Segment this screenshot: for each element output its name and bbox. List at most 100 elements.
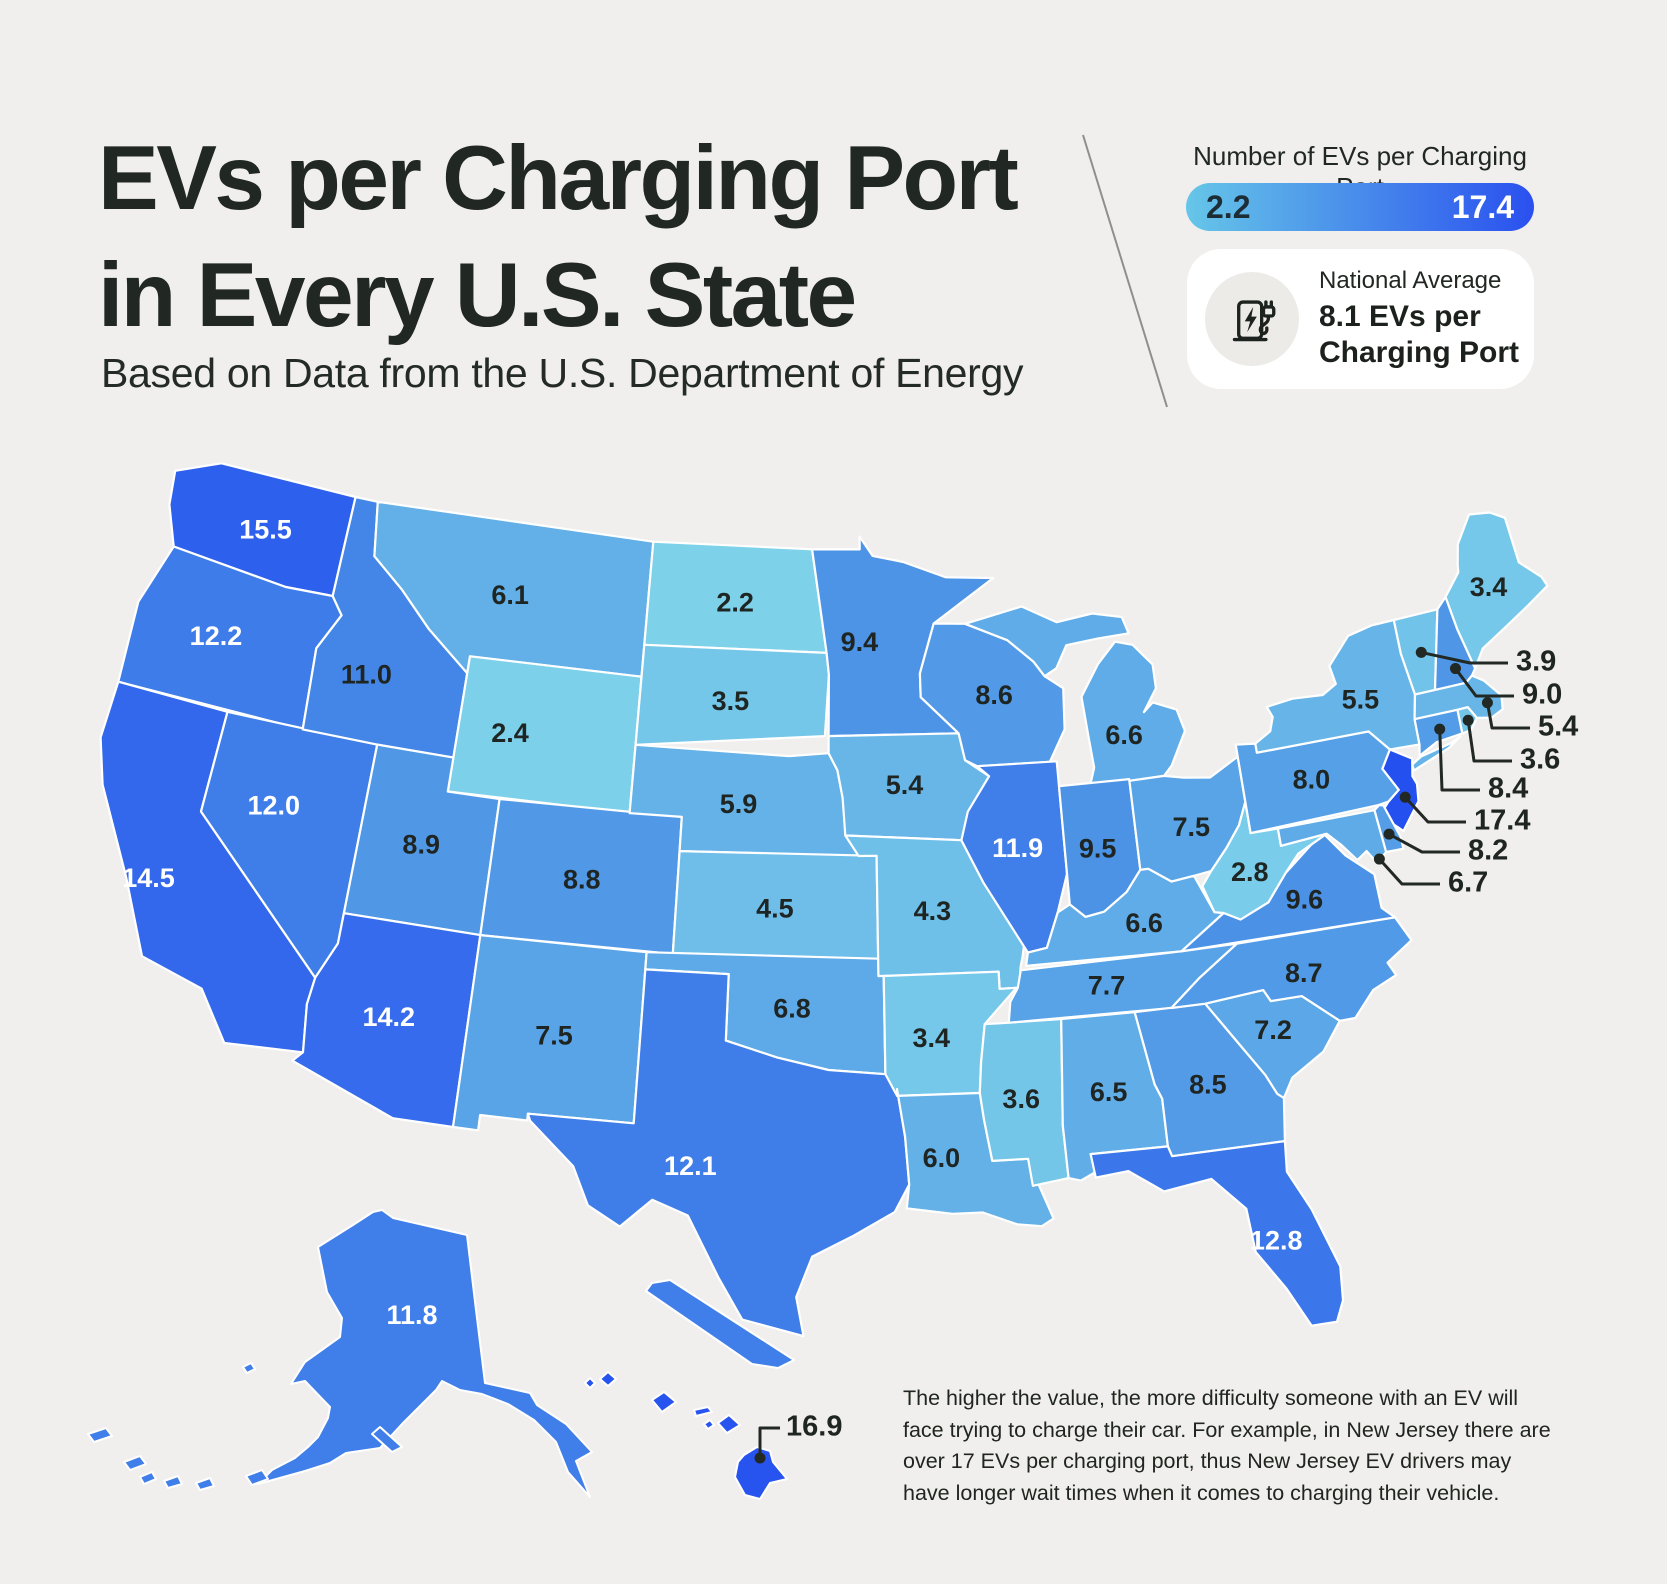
state-hi-part1 xyxy=(584,1377,596,1389)
state-ak-part2 xyxy=(371,1426,403,1453)
state-value-nj: 17.4 xyxy=(1474,805,1530,837)
state-value-md: 6.7 xyxy=(1448,867,1488,899)
state-value-ia: 5.4 xyxy=(886,770,924,800)
state-value-hi: 16.9 xyxy=(786,1411,842,1443)
state-value-nc: 8.7 xyxy=(1285,958,1323,988)
callout-dot-vt xyxy=(1415,646,1427,658)
state-value-mt: 6.1 xyxy=(491,580,529,610)
state-value-ar: 3.4 xyxy=(913,1023,951,1053)
state-hi-part4 xyxy=(693,1406,713,1417)
state-wi xyxy=(918,622,1066,768)
state-value-wy: 2.4 xyxy=(491,718,529,748)
national-average-value-line2: Charging Port xyxy=(1319,336,1519,369)
callout-dot-ma xyxy=(1481,697,1493,709)
states-layer xyxy=(87,462,1549,1500)
callout-line-ri xyxy=(1466,719,1512,763)
state-value-tx: 12.1 xyxy=(664,1151,717,1181)
state-fl xyxy=(1089,1140,1345,1327)
callout-dot-de xyxy=(1383,828,1395,840)
national-average-icon-circle xyxy=(1205,272,1299,366)
state-value-ny: 5.5 xyxy=(1342,685,1380,715)
state-value-ct: 8.4 xyxy=(1488,773,1528,805)
page-title: EVs per Charging Port in Every U.S. Stat… xyxy=(98,120,1019,354)
state-value-mo: 4.3 xyxy=(914,896,952,926)
state-value-va: 9.6 xyxy=(1286,885,1324,915)
page-subtitle: Based on Data from the U.S. Department o… xyxy=(101,350,1024,396)
state-ak-part5 xyxy=(123,1455,147,1471)
state-value-ma: 5.4 xyxy=(1538,711,1578,743)
state-value-mn: 9.4 xyxy=(841,627,879,657)
state-hi-part3 xyxy=(651,1391,677,1413)
state-value-ks: 4.5 xyxy=(756,893,794,923)
state-ak-part4 xyxy=(87,1427,113,1443)
state-value-ri: 3.6 xyxy=(1520,744,1560,776)
state-ak-part3 xyxy=(645,1279,795,1369)
callout-line-ma xyxy=(1485,702,1530,730)
legend-min-value: 2.2 xyxy=(1206,188,1251,225)
state-value-in: 9.5 xyxy=(1079,833,1117,863)
state-value-oh: 7.5 xyxy=(1173,812,1211,842)
callout-dot-hi xyxy=(754,1452,766,1464)
title-line-1: EVs per Charging Port xyxy=(98,128,1019,229)
state-value-pa: 8.0 xyxy=(1293,764,1331,794)
legend-max-value: 17.4 xyxy=(1451,188,1514,225)
callout-line-ct xyxy=(1438,729,1480,792)
state-value-wv: 2.8 xyxy=(1231,857,1269,887)
ev-charger-icon xyxy=(1232,300,1276,342)
state-value-ms: 3.6 xyxy=(1002,1084,1040,1114)
state-value-ky: 6.6 xyxy=(1125,908,1163,938)
state-ak-part6 xyxy=(139,1471,157,1485)
state-value-nd: 2.2 xyxy=(716,588,754,618)
state-value-mi: 6.6 xyxy=(1105,720,1143,750)
state-value-co: 8.8 xyxy=(563,864,601,894)
state-value-fl: 12.8 xyxy=(1250,1225,1303,1255)
state-value-wi: 8.6 xyxy=(975,680,1013,710)
state-value-ca: 14.5 xyxy=(122,863,175,893)
state-sd xyxy=(634,643,830,746)
legend-gradient-bar: 2.2 17.4 xyxy=(1186,183,1534,231)
state-value-ok: 6.8 xyxy=(773,993,811,1023)
state-value-vt: 3.9 xyxy=(1516,646,1556,678)
header-divider-line xyxy=(1082,134,1168,408)
state-value-nm: 7.5 xyxy=(535,1020,573,1050)
callout-dot-nj xyxy=(1399,791,1411,803)
state-value-nv: 12.0 xyxy=(247,791,300,821)
footnote-text: The higher the value, the more difficult… xyxy=(903,1386,1551,1505)
state-value-ga: 8.5 xyxy=(1189,1070,1227,1100)
state-value-ut: 8.9 xyxy=(402,830,440,860)
state-ak-part10 xyxy=(242,1362,256,1374)
state-value-id: 11.0 xyxy=(341,659,392,689)
state-hi-part7 xyxy=(734,1446,788,1500)
state-value-ak: 11.8 xyxy=(386,1300,437,1330)
state-value-ne: 5.9 xyxy=(720,789,758,819)
state-value-wa: 15.5 xyxy=(239,514,292,544)
state-value-az: 14.2 xyxy=(362,1002,415,1032)
callout-dot-ct xyxy=(1434,723,1446,735)
callout-line-nj xyxy=(1404,796,1466,824)
callout-line-hi xyxy=(758,1426,780,1458)
national-average-value-line1: 8.1 EVs per xyxy=(1319,300,1481,333)
lightning-bolt-icon xyxy=(1244,306,1257,333)
state-wy xyxy=(446,655,643,815)
state-hi-part2 xyxy=(599,1371,617,1387)
callout-dot-ri xyxy=(1462,714,1474,726)
callouts-layer: 3.99.05.43.68.417.48.26.716.9 xyxy=(754,646,1578,1464)
callout-dot-nh xyxy=(1449,663,1461,675)
callout-line-de xyxy=(1388,832,1460,854)
state-value-tn: 7.7 xyxy=(1088,971,1126,1001)
state-hi-part6 xyxy=(717,1414,741,1434)
state-ak-part7 xyxy=(163,1475,183,1489)
state-tx xyxy=(526,968,911,1338)
state-mi-part1 xyxy=(964,605,1130,678)
callout-line-nh xyxy=(1454,667,1514,698)
labels-layer: 15.5 12.2 14.5 12.0 11.0 6.1 2.4 8.9 8.8 14.2 7.5 2… xyxy=(122,514,1507,1330)
callout-dot-md xyxy=(1373,853,1385,865)
state-md xyxy=(1276,809,1388,865)
state-value-al: 6.5 xyxy=(1090,1077,1128,1107)
state-mi-part2 xyxy=(1080,640,1186,785)
state-value-sc: 7.2 xyxy=(1254,1015,1292,1045)
state-value-me: 3.4 xyxy=(1470,572,1508,602)
state-ak-part8 xyxy=(195,1477,215,1491)
